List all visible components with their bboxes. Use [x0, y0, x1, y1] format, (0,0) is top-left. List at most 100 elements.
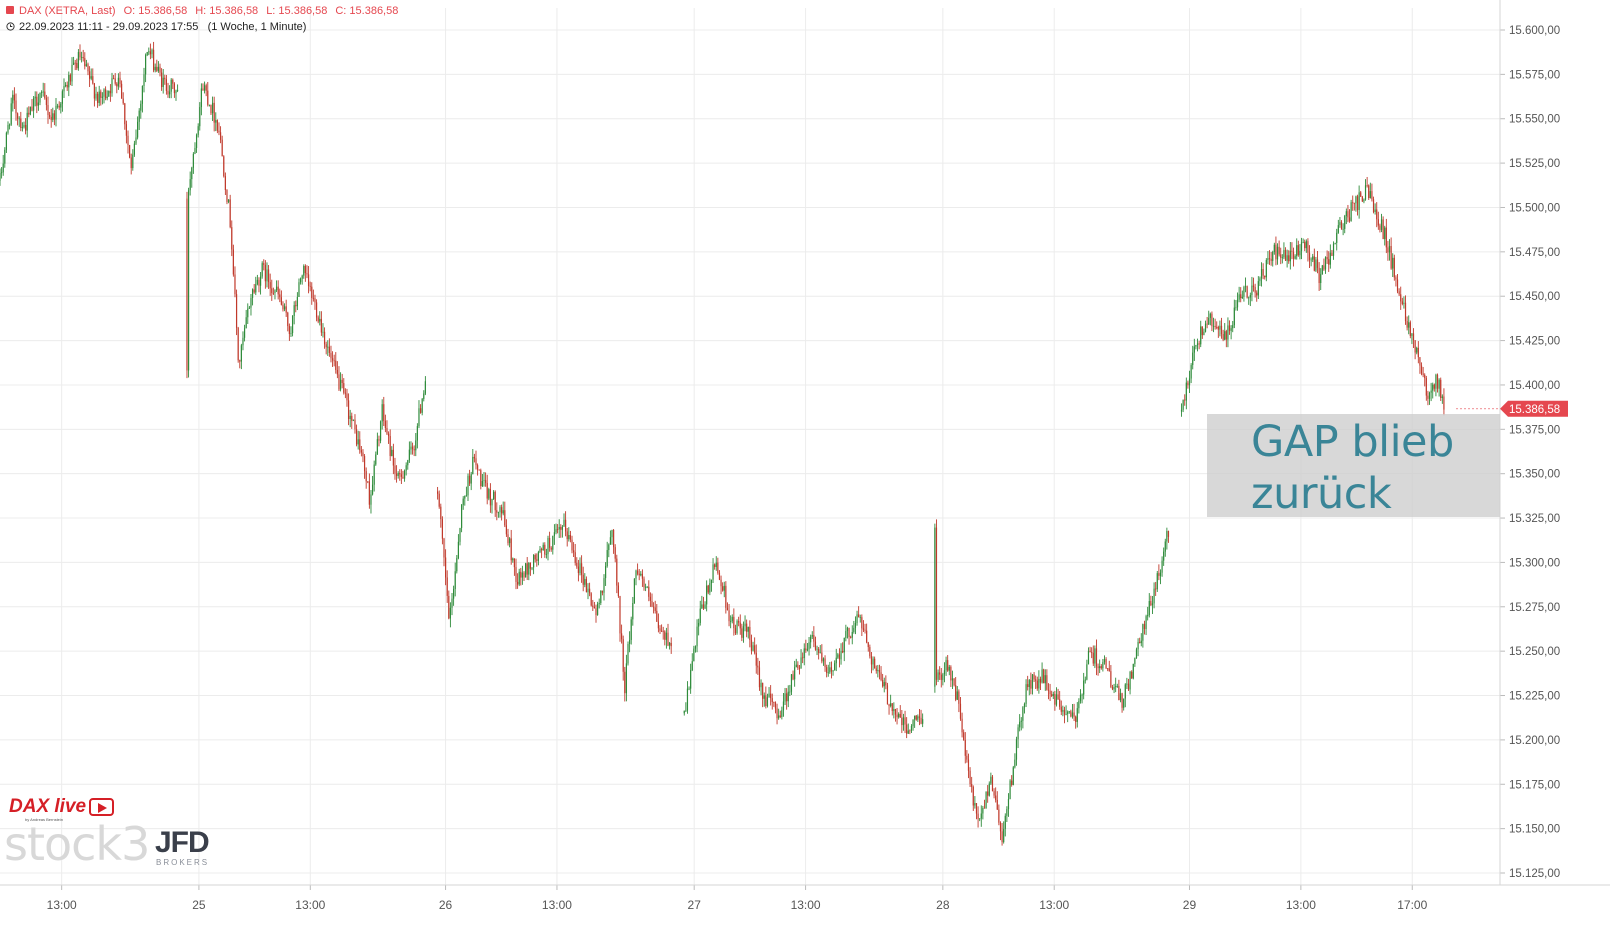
candle-body — [632, 603, 634, 620]
candle-body — [872, 658, 874, 665]
candle-body — [368, 481, 370, 505]
candle-body — [731, 616, 733, 622]
candle-body — [192, 153, 194, 168]
candle-body — [803, 648, 805, 659]
candle-body — [1406, 321, 1408, 328]
candle-body — [87, 64, 89, 72]
candle-body — [1428, 392, 1431, 399]
candle-body — [1022, 707, 1024, 721]
candle-body — [1364, 185, 1367, 200]
candle-body — [266, 269, 268, 282]
candle-body — [459, 527, 461, 542]
candle-body — [605, 566, 607, 579]
candle-body — [806, 649, 809, 651]
candle-body — [999, 822, 1002, 832]
candle-body — [592, 605, 594, 607]
candle-body — [890, 703, 892, 707]
candle-body — [937, 672, 939, 680]
candle-body — [1412, 333, 1415, 341]
candle-body — [784, 693, 786, 702]
candle-body — [943, 670, 946, 675]
candle-body — [18, 118, 20, 120]
candle-body — [103, 89, 105, 97]
candle-body — [1372, 199, 1375, 213]
candle-body — [1332, 243, 1335, 256]
candle-body — [739, 622, 741, 629]
candle-body — [387, 433, 390, 437]
candle-body — [869, 647, 871, 657]
candle-body — [894, 709, 897, 715]
candle-body — [331, 358, 334, 361]
candle-body — [137, 121, 139, 138]
candle-body — [175, 90, 177, 94]
candle-body — [1257, 281, 1259, 296]
candle-body — [1425, 378, 1427, 396]
candle-body — [413, 449, 415, 451]
candle-body — [1116, 685, 1118, 687]
y-tick-label: 15.125,00 — [1509, 868, 1560, 880]
candle-body — [416, 426, 418, 441]
candle-body — [782, 701, 785, 711]
candle-body — [966, 755, 968, 760]
candle-body — [573, 550, 575, 553]
candle-body — [338, 374, 340, 390]
candle-body — [23, 124, 25, 128]
candle-body — [44, 91, 46, 98]
candle-body — [1063, 709, 1066, 715]
candle-body — [1060, 706, 1062, 712]
candle-body — [1019, 721, 1021, 728]
candle-body — [595, 608, 597, 616]
candle-body — [354, 419, 356, 430]
candle-body — [1017, 727, 1019, 740]
candle-body — [790, 674, 793, 692]
candle-body — [512, 558, 514, 561]
clock-icon — [6, 22, 15, 31]
candle-body — [1238, 294, 1240, 300]
candle-body — [1201, 326, 1203, 336]
dax-live-wordmark: DAX live — [9, 796, 87, 817]
axes: 15.125,00 15.150,00 15.175,00 15.200,00 15.2… — [0, 0, 1610, 912]
candle-body — [100, 91, 102, 98]
candle-body — [1078, 701, 1080, 709]
candle-body — [1212, 325, 1215, 327]
candle-body — [263, 263, 265, 265]
candle-body — [722, 586, 724, 591]
candle-body — [846, 627, 849, 632]
stock3-logo: stock3 — [4, 817, 150, 871]
candle-body — [402, 476, 404, 479]
candle-body — [664, 631, 666, 640]
candle-body — [1039, 678, 1042, 683]
y-tick-label: 15.450,00 — [1509, 291, 1560, 303]
candle-body — [82, 56, 84, 59]
candle-body — [600, 590, 602, 604]
candle-body — [77, 52, 79, 69]
x-tick-label: 26 — [439, 898, 453, 912]
candle-body — [172, 79, 174, 84]
candle-body — [1012, 767, 1014, 785]
candle-body — [969, 770, 971, 784]
play-icon — [89, 798, 114, 816]
candle-body — [73, 62, 75, 65]
candle-body — [961, 718, 963, 733]
candle-body — [1382, 219, 1384, 240]
candle-body — [838, 654, 841, 660]
candle-body — [1131, 671, 1133, 679]
candle-body — [826, 667, 828, 673]
candle-body — [1087, 650, 1090, 665]
candle-body — [33, 98, 35, 111]
dax-live-byline: by Andreas Bernstein — [25, 817, 64, 822]
candle-body — [521, 572, 524, 578]
candle-body — [411, 446, 414, 450]
candle-body — [576, 562, 578, 567]
candle-body — [322, 331, 324, 333]
candle-body — [730, 621, 732, 622]
candle-body — [441, 519, 444, 539]
candle-body — [445, 557, 447, 578]
candle-body — [904, 717, 906, 725]
candle-body — [456, 558, 458, 572]
candle-body — [247, 308, 249, 318]
candle-body — [1292, 251, 1295, 259]
candle-body — [493, 491, 495, 499]
